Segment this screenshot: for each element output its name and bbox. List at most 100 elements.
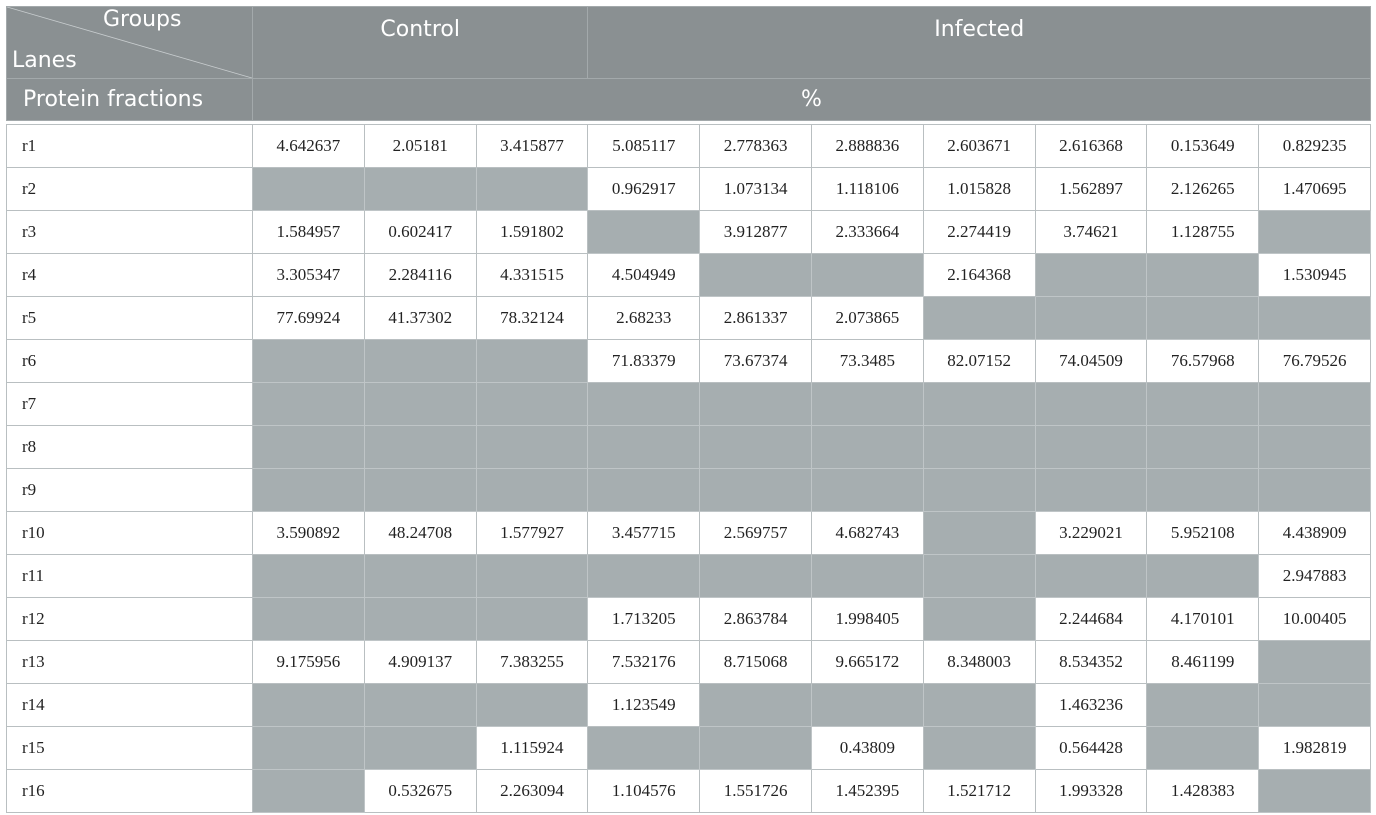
- value-cell: 0.153649: [1146, 124, 1260, 168]
- row-label: r3: [6, 210, 253, 254]
- empty-cell: [699, 468, 812, 512]
- value-cell: 3.590892: [252, 511, 365, 555]
- value-cell: 2.073865: [810, 296, 924, 340]
- value-cell: 1.521712: [922, 769, 1036, 813]
- value-cell: 41.37302: [363, 296, 477, 340]
- row-label: r12: [6, 597, 253, 641]
- empty-cell: [475, 683, 589, 727]
- value-cell: 1.530945: [1258, 253, 1372, 297]
- value-cell: 8.348003: [922, 640, 1036, 684]
- empty-cell: [252, 597, 365, 641]
- empty-cell: [363, 683, 477, 727]
- value-cell: 78.32124: [475, 296, 589, 340]
- value-cell: 8.461199: [1146, 640, 1260, 684]
- row-label: r8: [6, 425, 253, 469]
- table-row: r14 1.123549 1.463236: [6, 683, 1372, 727]
- value-cell: 1.015828: [922, 167, 1036, 211]
- empty-cell: [1258, 210, 1372, 254]
- empty-cell: [587, 210, 701, 254]
- value-cell: 4.504949: [587, 253, 701, 297]
- row-label: r13: [6, 640, 253, 684]
- value-cell: 4.438909: [1258, 511, 1372, 555]
- value-cell: 2.164368: [922, 253, 1036, 297]
- row-label: r1: [6, 124, 253, 168]
- value-cell: 3.305347: [252, 253, 365, 297]
- empty-cell: [810, 253, 924, 297]
- empty-cell: [475, 382, 589, 426]
- value-cell: 0.564428: [1034, 726, 1148, 770]
- row-label: r4: [6, 253, 253, 297]
- value-cell: 73.67374: [699, 339, 812, 383]
- empty-cell: [1034, 425, 1148, 469]
- empty-cell: [363, 468, 477, 512]
- empty-cell: [587, 554, 701, 598]
- value-cell: 0.532675: [363, 769, 477, 813]
- value-cell: 1.577927: [475, 511, 589, 555]
- value-cell: 8.534352: [1034, 640, 1148, 684]
- row-label: r6: [6, 339, 253, 383]
- row-label: r15: [6, 726, 253, 770]
- value-cell: 3.74621: [1034, 210, 1148, 254]
- empty-cell: [922, 683, 1036, 727]
- empty-cell: [1034, 468, 1148, 512]
- empty-cell: [587, 726, 701, 770]
- value-cell: 4.170101: [1146, 597, 1260, 641]
- protein-fractions-header: Protein fractions: [6, 78, 253, 121]
- value-cell: 48.24708: [363, 511, 477, 555]
- empty-cell: [252, 683, 365, 727]
- empty-cell: [699, 554, 812, 598]
- empty-cell: [363, 382, 477, 426]
- value-cell: 1.123549: [587, 683, 701, 727]
- empty-cell: [699, 683, 812, 727]
- value-cell: 71.83379: [587, 339, 701, 383]
- value-cell: 76.79526: [1258, 339, 1372, 383]
- empty-cell: [252, 769, 365, 813]
- empty-cell: [922, 597, 1036, 641]
- value-cell: 2.863784: [699, 597, 812, 641]
- empty-cell: [1258, 640, 1372, 684]
- value-cell: 3.229021: [1034, 511, 1148, 555]
- row-label: r10: [6, 511, 253, 555]
- empty-cell: [475, 597, 589, 641]
- empty-cell: [922, 425, 1036, 469]
- value-cell: 73.3485: [810, 339, 924, 383]
- value-cell: 2.861337: [699, 296, 812, 340]
- value-cell: 4.909137: [363, 640, 477, 684]
- value-cell: 2.05181: [363, 124, 477, 168]
- value-cell: 2.888836: [810, 124, 924, 168]
- empty-cell: [1034, 554, 1148, 598]
- value-cell: 10.00405: [1258, 597, 1372, 641]
- empty-cell: [1258, 683, 1372, 727]
- value-cell: 3.912877: [699, 210, 812, 254]
- empty-cell: [475, 554, 589, 598]
- table-row: r15 1.115924 0.43809 0.564428 1.982819: [6, 726, 1372, 770]
- value-cell: 1.128755: [1146, 210, 1260, 254]
- value-cell: 1.713205: [587, 597, 701, 641]
- table-row: r3 1.584957 0.602417 1.591802 3.912877 2.3336…: [6, 210, 1372, 254]
- empty-cell: [810, 554, 924, 598]
- empty-cell: [363, 167, 477, 211]
- empty-cell: [1146, 726, 1260, 770]
- empty-cell: [252, 339, 365, 383]
- value-cell: 2.947883: [1258, 554, 1372, 598]
- table-row: r8: [6, 425, 1372, 469]
- empty-cell: [922, 296, 1036, 340]
- protein-fraction-table-container: Groups Lanes Control Infected Protein fr…: [6, 6, 1372, 813]
- value-cell: 1.428383: [1146, 769, 1260, 813]
- protein-fraction-table: Groups Lanes Control Infected Protein fr…: [6, 6, 1372, 813]
- value-cell: 1.591802: [475, 210, 589, 254]
- lanes-label: Lanes: [12, 48, 77, 73]
- value-cell: 2.263094: [475, 769, 589, 813]
- value-cell: 8.715068: [699, 640, 812, 684]
- empty-cell: [1146, 296, 1260, 340]
- value-cell: 1.073134: [699, 167, 812, 211]
- value-cell: 3.415877: [475, 124, 589, 168]
- value-cell: 2.68233: [587, 296, 701, 340]
- row-label: r9: [6, 468, 253, 512]
- value-cell: 74.04509: [1034, 339, 1148, 383]
- empty-cell: [252, 554, 365, 598]
- empty-cell: [699, 726, 812, 770]
- row-label: r5: [6, 296, 253, 340]
- value-cell: 0.829235: [1258, 124, 1372, 168]
- value-cell: 1.982819: [1258, 726, 1372, 770]
